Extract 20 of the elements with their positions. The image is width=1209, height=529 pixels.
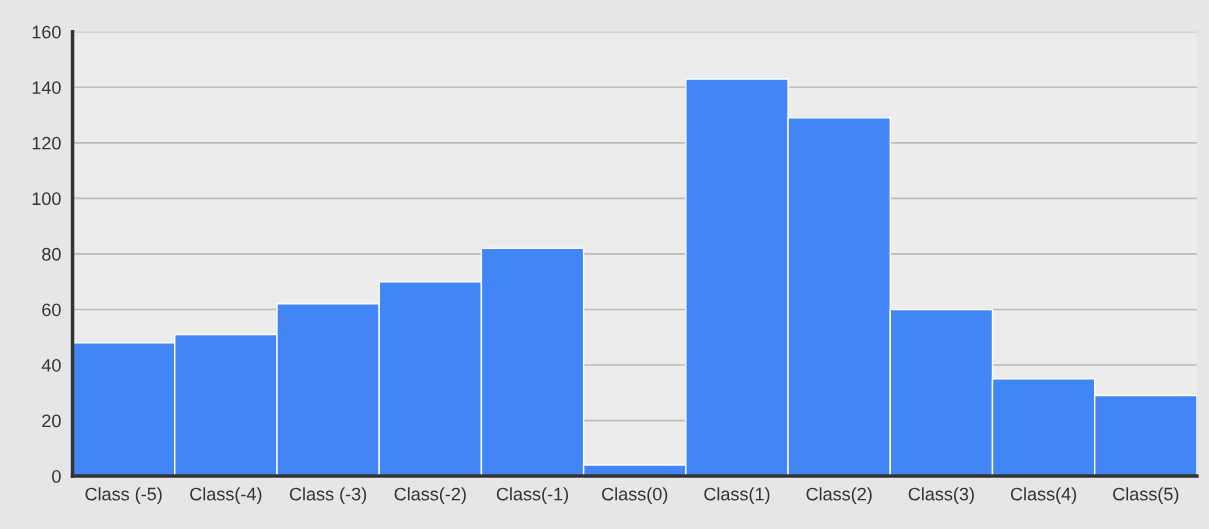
x-tick-label: Class (-5) [85, 487, 162, 505]
y-tick-label: 140 [32, 81, 61, 95]
x-tick-label: Class(3) [908, 487, 974, 505]
x-tick-label: Class(-1) [496, 487, 568, 505]
x-tick-label: Class (-3) [289, 487, 367, 505]
x-tick-label: Class(-2) [394, 487, 466, 505]
x-tick-label: Class(1) [704, 487, 770, 505]
y-tick-label: 80 [42, 247, 61, 261]
y-tick-label: 100 [32, 192, 61, 206]
x-tick-label: Class(5) [1113, 487, 1179, 505]
y-tick-label: 120 [32, 136, 61, 150]
y-tick-label: 20 [42, 414, 61, 428]
y-tick-label: 40 [41, 358, 61, 372]
y-tick-label: 0 [52, 470, 61, 483]
y-tick-label: 160 [32, 25, 61, 39]
y-tick-label: 60 [42, 303, 61, 317]
x-tick-label: Class(2) [806, 487, 872, 505]
x-tick-label: Class(0) [602, 487, 668, 505]
x-tick-label: Class(-4) [190, 487, 262, 505]
x-tick-label: Class(4) [1010, 487, 1077, 505]
